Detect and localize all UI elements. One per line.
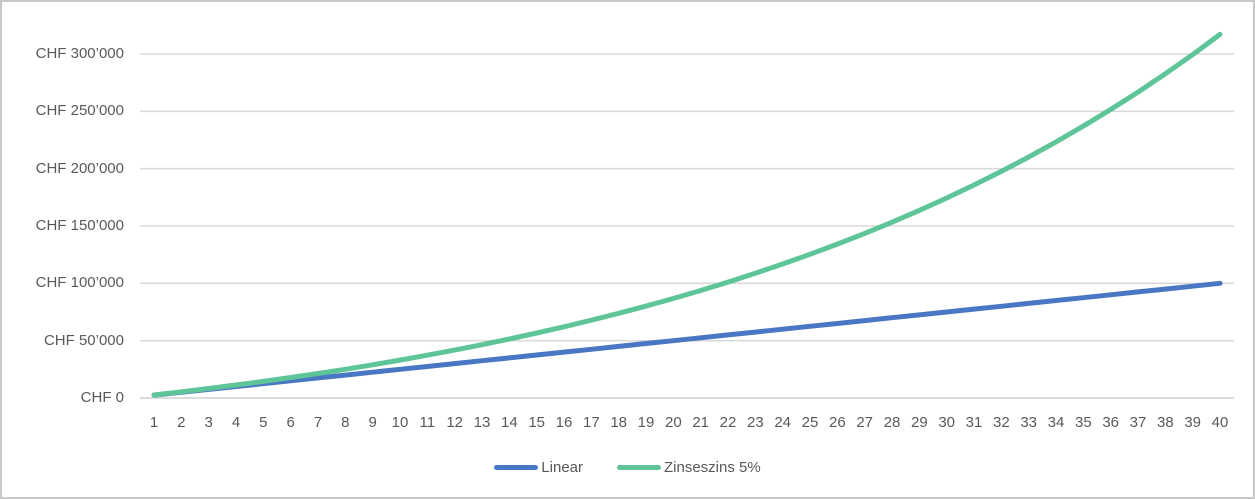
y-axis-tick-label: CHF 150’000 bbox=[35, 217, 124, 234]
x-axis-tick-label: 30 bbox=[938, 414, 955, 431]
x-axis-tick-label: 11 bbox=[419, 414, 436, 431]
legend-swatch-zinseszins-icon bbox=[617, 465, 661, 470]
y-axis-tick-label: CHF 100’000 bbox=[35, 274, 124, 292]
x-axis-tick-label: 18 bbox=[610, 414, 627, 431]
x-axis-tick-label: 9 bbox=[368, 414, 377, 431]
x-axis-tick-label: 5 bbox=[259, 414, 268, 431]
x-axis-tick-label: 36 bbox=[1102, 414, 1119, 431]
y-axis-tick-label: CHF 300’000 bbox=[35, 45, 124, 62]
x-axis-tick-label: 26 bbox=[828, 414, 846, 431]
x-axis-tick-label: 22 bbox=[719, 414, 737, 431]
series-line-zinseszins-5- bbox=[151, 31, 1223, 398]
x-axis-tick-label: 10 bbox=[391, 414, 409, 431]
x-axis-tick-label: 13 bbox=[473, 414, 491, 431]
x-axis-tick-label: 40 bbox=[1211, 414, 1229, 431]
legend-item-linear: Linear bbox=[494, 459, 583, 476]
legend: Linear Zinseszins 5% bbox=[2, 459, 1253, 476]
x-axis-tick-label: 31 bbox=[965, 414, 983, 431]
x-axis-tick-label: 2 bbox=[177, 414, 186, 431]
x-axis-tick-label: 21 bbox=[692, 414, 709, 431]
x-axis-tick-label: 20 bbox=[664, 414, 682, 431]
y-axis-tick-label: CHF 200’000 bbox=[35, 159, 124, 177]
legend-label-zinseszins: Zinseszins 5% bbox=[664, 459, 761, 476]
series-line-linear bbox=[151, 280, 1223, 398]
x-axis-tick-label: 12 bbox=[446, 414, 463, 431]
x-axis-tick-label: 4 bbox=[231, 414, 241, 431]
x-axis-tick-label: 17 bbox=[582, 414, 600, 431]
x-axis-tick-label: 29 bbox=[910, 414, 928, 431]
x-axis-tick-label: 25 bbox=[801, 414, 819, 431]
x-axis-tick-label: 24 bbox=[774, 414, 791, 431]
legend-swatch-linear-icon bbox=[494, 465, 539, 470]
y-axis-tick-label: CHF 50’000 bbox=[43, 331, 124, 349]
x-axis-tick-label: 27 bbox=[856, 414, 873, 431]
x-axis-tick-label: 32 bbox=[992, 414, 1010, 431]
x-axis-tick-label: 7 bbox=[313, 414, 323, 431]
y-axis-tick-label: CHF 0 bbox=[80, 389, 124, 406]
x-axis-tick-label: 14 bbox=[500, 414, 518, 431]
x-axis-tick-label: 16 bbox=[555, 414, 573, 431]
x-axis-tick-label: 33 bbox=[1020, 414, 1037, 431]
x-axis-tick-label: 1 bbox=[149, 414, 159, 431]
x-axis-tick-label: 37 bbox=[1129, 414, 1147, 431]
x-axis-tick-label: 38 bbox=[1156, 414, 1174, 431]
x-axis-tick-label: 6 bbox=[286, 414, 295, 431]
x-axis-tick-label: 15 bbox=[528, 414, 545, 431]
legend-item-zinseszins: Zinseszins 5% bbox=[617, 459, 761, 476]
x-axis-tick-label: 23 bbox=[746, 414, 764, 431]
x-axis-tick-label: 34 bbox=[1047, 414, 1065, 431]
x-axis-tick-label: 3 bbox=[204, 414, 213, 431]
x-axis-tick-label: 28 bbox=[883, 414, 901, 431]
x-axis-tick-label: 8 bbox=[341, 414, 350, 431]
legend-label-linear: Linear bbox=[541, 459, 583, 476]
x-axis-tick-label: 19 bbox=[637, 414, 655, 431]
x-axis-tick-label: 39 bbox=[1184, 414, 1201, 431]
x-axis-tick-label: 35 bbox=[1074, 414, 1092, 431]
y-axis-tick-label: CHF 250’000 bbox=[35, 102, 124, 120]
